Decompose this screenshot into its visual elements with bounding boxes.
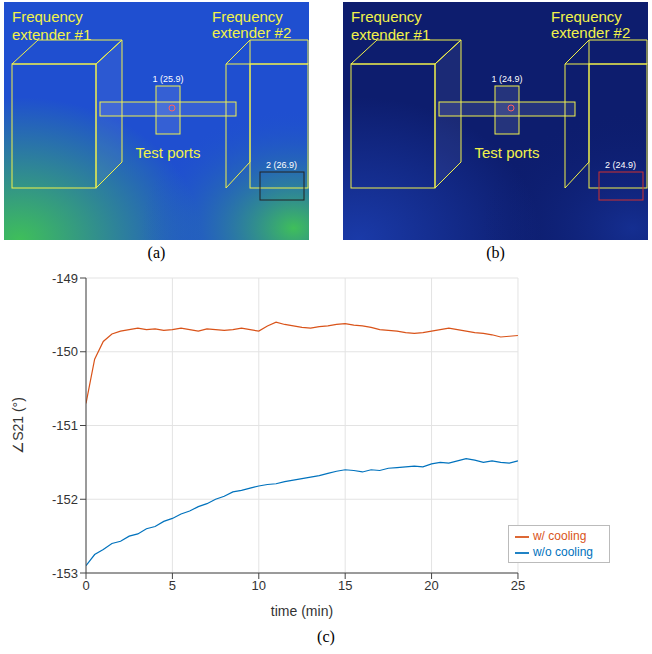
svg-text:Frequency: Frequency — [551, 8, 622, 25]
svg-text:-151: -151 — [52, 418, 78, 433]
svg-text:2 (26.9): 2 (26.9) — [266, 160, 297, 170]
svg-text:20: 20 — [424, 578, 438, 593]
svg-text:extender #1: extender #1 — [12, 26, 91, 43]
svg-text:-150: -150 — [52, 344, 78, 359]
svg-text:Test ports: Test ports — [474, 144, 539, 161]
html-text:(c): (c) — [317, 628, 335, 645]
svg-text:extender #2: extender #2 — [212, 24, 291, 41]
svg-text:25: 25 — [511, 578, 525, 593]
svg-text:-153: -153 — [52, 566, 78, 581]
svg-text:Frequency: Frequency — [12, 8, 83, 25]
html-text:w/ cooling: w/ cooling — [533, 529, 587, 543]
svg-text:∠S21 (°): ∠S21 (°) — [10, 397, 26, 454]
svg-text:Frequency: Frequency — [351, 8, 422, 25]
svg-text:-149: -149 — [52, 271, 78, 286]
html-text:w/o cooling: w/o cooling — [533, 545, 593, 559]
svg-text:15: 15 — [338, 578, 352, 593]
svg-text:5: 5 — [169, 578, 176, 593]
svg-text:1 (25.9): 1 (25.9) — [152, 74, 183, 84]
svg-text:0: 0 — [82, 578, 89, 593]
html-text:(b): (b) — [486, 244, 505, 261]
svg-text:2 (24.9): 2 (24.9) — [605, 160, 636, 170]
svg-text:10: 10 — [252, 578, 266, 593]
svg-text:time (min): time (min) — [271, 603, 333, 619]
html-text:(a): (a) — [147, 244, 166, 261]
svg-text:extender #1: extender #1 — [351, 26, 430, 43]
svg-text:Test ports: Test ports — [135, 144, 200, 161]
svg-text:Frequency: Frequency — [212, 8, 283, 25]
svg-text:-152: -152 — [52, 492, 78, 507]
svg-text:extender #2: extender #2 — [551, 24, 630, 41]
svg-text:1 (24.9): 1 (24.9) — [491, 74, 522, 84]
